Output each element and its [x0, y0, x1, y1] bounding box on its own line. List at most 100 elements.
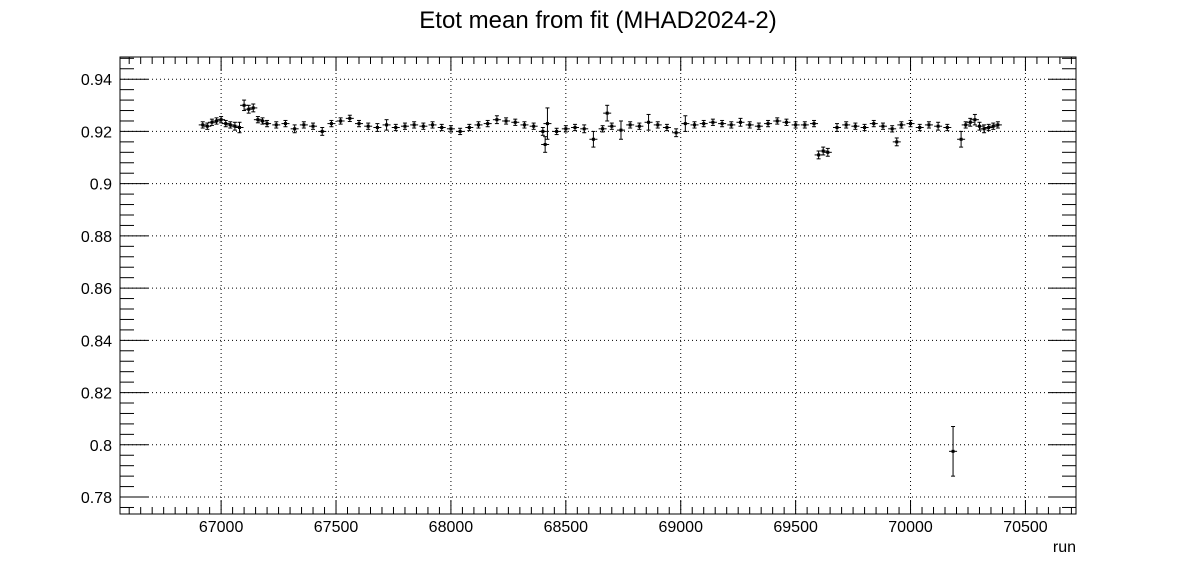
- marker: [881, 124, 885, 128]
- chart-title: Etot mean from fit (MHAD2024-2): [419, 7, 776, 34]
- data-point: [437, 123, 446, 132]
- marker: [844, 123, 848, 127]
- marker: [605, 111, 609, 115]
- marker: [366, 124, 370, 128]
- data-point: [318, 127, 327, 136]
- marker: [890, 127, 894, 131]
- data-point: [993, 121, 1002, 129]
- data-point: [823, 147, 832, 157]
- marker: [656, 123, 660, 127]
- y-tick-label: 0.88: [81, 229, 112, 246]
- marker: [205, 124, 209, 128]
- y-tick-label: 0.8: [90, 438, 112, 455]
- marker: [711, 120, 715, 124]
- marker: [320, 129, 324, 133]
- marker: [265, 122, 269, 126]
- marker: [803, 123, 807, 127]
- marker: [918, 126, 922, 130]
- data-point: [745, 121, 754, 129]
- data-point: [373, 123, 382, 132]
- marker: [274, 123, 278, 127]
- marker: [835, 126, 839, 130]
- marker: [964, 123, 968, 127]
- data-point: [281, 119, 290, 128]
- data-point: [309, 122, 318, 130]
- data-point: [957, 130, 966, 148]
- data-points: [198, 99, 1002, 477]
- data-point: [446, 125, 455, 133]
- marker: [973, 118, 977, 122]
- data-point: [851, 122, 860, 130]
- data-point: [253, 116, 262, 124]
- data-point: [727, 121, 736, 129]
- data-point: [249, 103, 258, 113]
- marker: [238, 126, 241, 130]
- marker: [683, 122, 687, 126]
- marker: [522, 123, 526, 127]
- data-point: [718, 119, 727, 128]
- data-point: [391, 123, 400, 132]
- data-point: [511, 118, 520, 126]
- data-point: [230, 121, 239, 131]
- data-point: [975, 121, 984, 131]
- data-point: [465, 123, 474, 132]
- data-point: [419, 122, 428, 130]
- marker: [348, 116, 352, 120]
- marker: [738, 120, 742, 124]
- x-tick-label: 68000: [429, 519, 474, 536]
- marker: [872, 122, 876, 126]
- data-point: [561, 125, 570, 133]
- marker: [591, 137, 595, 141]
- marker: [256, 118, 260, 122]
- marker: [637, 124, 641, 128]
- marker: [977, 124, 981, 128]
- data-point: [541, 136, 550, 153]
- data-point: [474, 121, 483, 129]
- x-axis-label: run: [1053, 539, 1076, 556]
- data-point: [915, 123, 924, 132]
- x-tick-label: 67500: [314, 519, 359, 536]
- data-point: [791, 121, 800, 129]
- marker: [210, 120, 214, 124]
- data-point: [943, 123, 952, 132]
- data-point: [833, 123, 841, 132]
- data-point: [428, 121, 437, 129]
- marker: [339, 119, 343, 123]
- y-tick-label: 0.82: [81, 386, 112, 403]
- data-point: [207, 118, 216, 126]
- marker: [233, 124, 237, 128]
- data-point: [345, 114, 354, 123]
- marker: [720, 122, 724, 126]
- marker: [555, 129, 559, 133]
- marker: [545, 122, 549, 126]
- marker: [329, 122, 333, 126]
- data-point: [571, 123, 580, 132]
- data-point: [235, 121, 244, 134]
- data-point: [644, 113, 653, 131]
- marker: [219, 118, 223, 122]
- marker: [628, 123, 632, 127]
- marker: [757, 124, 761, 128]
- data-point: [635, 122, 644, 130]
- marker: [375, 126, 379, 130]
- marker: [674, 131, 678, 135]
- data-point: [897, 121, 906, 129]
- data-point: [699, 119, 708, 128]
- data-point: [221, 119, 230, 128]
- data-point: [690, 121, 699, 129]
- data-point: [603, 104, 612, 122]
- marker: [495, 118, 499, 122]
- data-point: [327, 119, 336, 128]
- data-point: [529, 122, 538, 130]
- data-point: [212, 117, 221, 125]
- data-point: [580, 124, 589, 134]
- marker: [784, 120, 788, 124]
- marker: [504, 119, 508, 123]
- data-point: [980, 124, 989, 134]
- data-point: [984, 123, 993, 132]
- marker: [996, 123, 1000, 127]
- plot-frame: [119, 56, 1077, 515]
- marker: [693, 123, 697, 127]
- data-point: [989, 122, 998, 130]
- data-point: [949, 426, 958, 477]
